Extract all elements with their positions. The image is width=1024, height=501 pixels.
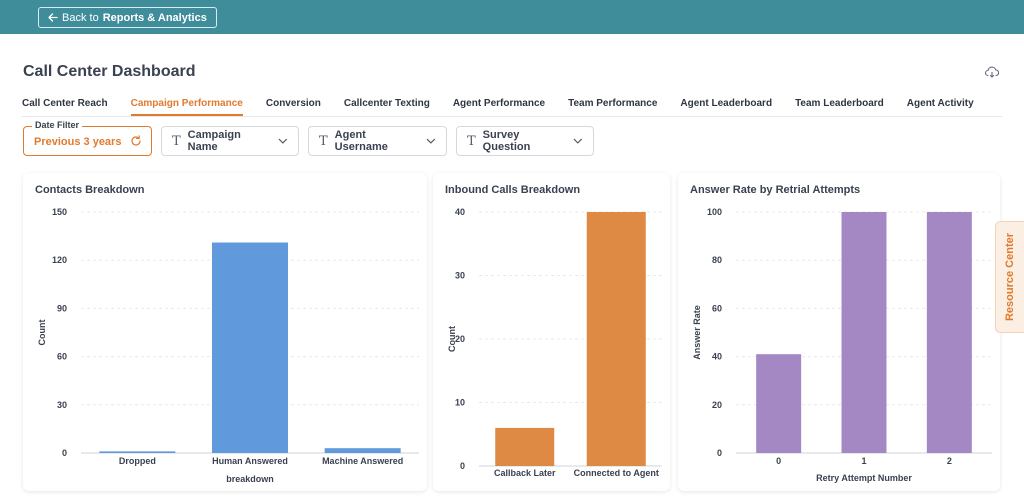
chevron-down-icon (278, 138, 288, 144)
page-title: Call Center Dashboard (23, 63, 196, 80)
agent-username-label: Agent Username (334, 129, 388, 153)
text-type-icon: T (172, 133, 181, 149)
contacts-breakdown-card: Contacts Breakdown 0 30 60 90 120 150 Dropped H… (23, 173, 427, 491)
y-axis-label: Count (447, 326, 457, 352)
y-axis-label: Answer Rate (692, 305, 702, 360)
x-tick-label: 1 (861, 456, 866, 466)
bar (586, 212, 646, 466)
bar (324, 448, 401, 453)
dashboard-tabs: Call Center Reach Campaign Performance C… (22, 92, 997, 116)
y-tick-label: 150 (52, 207, 67, 217)
y-tick-label: 90 (57, 303, 67, 313)
y-tick-label: 20 (712, 400, 722, 410)
y-tick-label: 60 (57, 352, 67, 362)
y-tick-label: 20 (455, 334, 465, 344)
y-tick-label: 0 (717, 448, 722, 458)
answer-rate-card: Answer Rate by Retrial Attempts 0 20 40 60 8… (678, 173, 1000, 491)
chart-title: Inbound Calls Breakdown (445, 184, 581, 196)
y-axis-label: Count (37, 320, 47, 346)
y-tick-label: 10 (455, 398, 465, 408)
x-tick-label: Machine Answered (322, 456, 403, 466)
tab-team-leaderboard[interactable]: Team Leaderboard (795, 98, 884, 109)
tab-call-center-reach[interactable]: Call Center Reach (22, 98, 108, 109)
bar (926, 212, 972, 453)
tab-agent-performance[interactable]: Agent Performance (452, 98, 546, 109)
tab-agent-leaderboard[interactable]: Agent Leaderboard (680, 98, 773, 109)
x-tick-label: Connected to Agent (574, 468, 659, 478)
y-tick-label: 40 (455, 207, 465, 217)
y-tick-label: 0 (460, 461, 465, 471)
date-filter[interactable]: Date Filter Previous 3 years (23, 120, 152, 156)
y-tick-label: 40 (712, 352, 722, 362)
tab-agent-activity[interactable]: Agent Activity (906, 98, 974, 109)
y-tick-label: 0 (62, 448, 67, 458)
x-axis-label: Retry Attempt Number (816, 473, 912, 483)
y-tick-label: 30 (57, 400, 67, 410)
bar (212, 242, 288, 453)
x-tick-label: 0 (776, 456, 781, 466)
y-tick-label: 30 (455, 271, 465, 281)
bar (99, 451, 176, 453)
x-tick-label: Callback Later (494, 468, 556, 478)
x-tick-label: Human Answered (212, 456, 288, 466)
inbound-calls-breakdown-card: Inbound Calls Breakdown 0 10 20 30 40 Callbac… (433, 173, 670, 491)
answer-rate-chart: 0 20 40 60 80 100 0 1 2 Retry Attempt Number Answe… (692, 207, 992, 483)
tabs-divider (22, 116, 1002, 117)
refresh-icon[interactable] (130, 135, 142, 147)
back-to-reports-button[interactable]: Back to Reports & Analytics (38, 7, 217, 28)
resource-center-label: Resource Center (1004, 232, 1016, 322)
back-prefix: Back to (62, 11, 99, 24)
tab-team-performance[interactable]: Team Performance (568, 98, 658, 109)
back-target: Reports & Analytics (102, 11, 207, 24)
survey-question-label: Survey Question (482, 129, 531, 153)
top-bar: Back to Reports & Analytics (0, 0, 1024, 34)
chart-title: Contacts Breakdown (35, 184, 145, 196)
bar (756, 354, 802, 453)
chevron-down-icon (426, 138, 436, 144)
tab-campaign-performance[interactable]: Campaign Performance (130, 92, 243, 116)
text-type-icon: T (467, 133, 476, 149)
resource-center-tab[interactable]: Resource Center (995, 221, 1024, 333)
x-tick-label: 2 (947, 456, 952, 466)
x-tick-label: Dropped (119, 456, 156, 466)
x-axis-label: breakdown (226, 474, 274, 484)
chevron-down-icon (573, 138, 583, 144)
arrow-left-icon (48, 13, 58, 22)
y-tick-label: 60 (712, 303, 722, 313)
tab-conversion[interactable]: Conversion (265, 98, 321, 109)
text-type-icon: T (319, 133, 328, 149)
agent-username-filter[interactable]: T Agent Username (308, 126, 447, 156)
y-tick-label: 120 (52, 255, 67, 265)
campaign-name-filter[interactable]: T Campaign Name (161, 126, 299, 156)
inbound-calls-breakdown-chart: 0 10 20 30 40 Callback Later Connected to Agen… (447, 207, 662, 478)
tab-callcenter-texting[interactable]: Callcenter Texting (343, 98, 430, 109)
y-tick-label: 100 (707, 207, 722, 217)
survey-question-filter[interactable]: T Survey Question (456, 126, 594, 156)
y-tick-label: 80 (712, 255, 722, 265)
contacts-breakdown-chart: 0 30 60 90 120 150 Dropped Human Answered Machin… (37, 207, 419, 484)
date-filter-value: Previous 3 years (34, 136, 122, 148)
bar (495, 427, 555, 466)
chart-title: Answer Rate by Retrial Attempts (690, 184, 861, 196)
date-filter-label: Date Filter (32, 120, 83, 130)
cloud-download-icon[interactable] (985, 66, 999, 78)
bar (841, 212, 887, 453)
campaign-name-label: Campaign Name (187, 129, 241, 153)
